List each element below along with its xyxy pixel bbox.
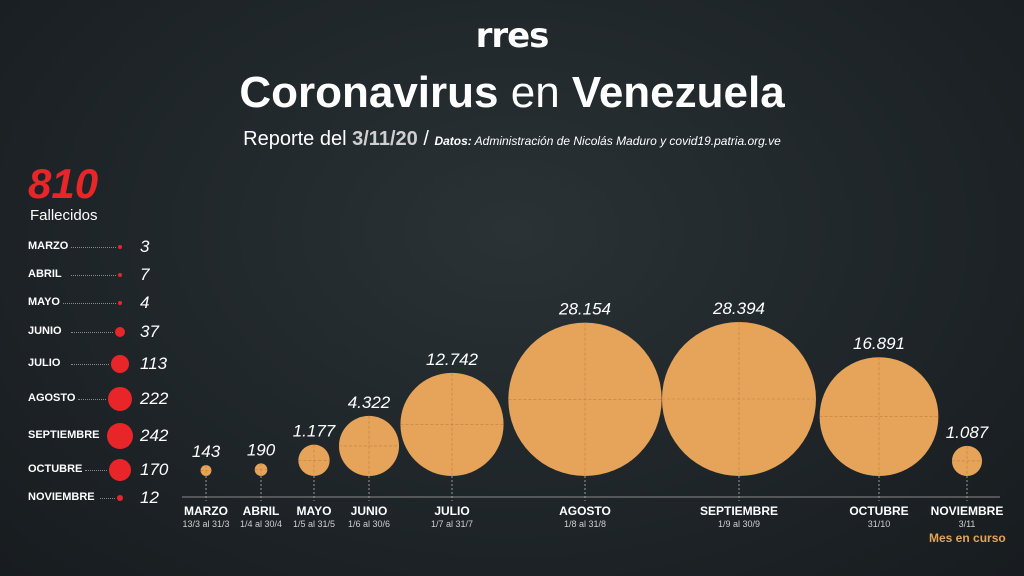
deaths-row-noviembre: NOVIEMBRE 12: [28, 488, 228, 508]
deaths-value: 12: [140, 488, 159, 507]
date-range-label: 31/10: [868, 519, 891, 529]
date-range-label: 3/11: [959, 519, 976, 529]
date-range-label: 1/4 al 30/4: [240, 519, 282, 529]
bubble-value-label: 190: [247, 440, 276, 459]
deaths-month-label: JUNIO: [28, 325, 62, 337]
deaths-row-junio: JUNIO 37: [28, 322, 228, 342]
date-range-label: 1/6 al 30/6: [348, 519, 390, 529]
bubble-value-label: 4.322: [348, 393, 391, 412]
deaths-month-label: MAYO: [28, 296, 60, 308]
month-tick-label: ABRIL: [243, 504, 280, 518]
deaths-month-label: JULIO: [28, 357, 61, 369]
bubble-value-label: 16.891: [853, 334, 905, 353]
deaths-dot: [111, 355, 129, 373]
date-range-label: 1/5 al 31/5: [293, 519, 335, 529]
deaths-row-agosto: AGOSTO 222: [28, 386, 228, 412]
deaths-dot: [109, 459, 131, 481]
source-label: Datos:: [434, 134, 472, 148]
deaths-row-marzo: MARZO 3: [28, 237, 228, 257]
bubble-value-label: 12.742: [426, 350, 479, 369]
report-subtitle: Reporte del 3/11/20 / Datos: Administrac…: [0, 128, 1024, 151]
month-tick-label: SEPTIEMBRE: [700, 504, 778, 518]
date-range-label: 13/3 al 31/3: [182, 519, 229, 529]
deaths-leader-line: [99, 498, 116, 499]
bubble-value-label: 28.394: [712, 299, 765, 318]
deaths-month-label: AGOSTO: [28, 392, 76, 404]
deaths-row-julio: JULIO 113: [28, 354, 228, 374]
deaths-dot: [117, 272, 123, 278]
report-date: 3/11/20: [352, 128, 418, 150]
month-tick-label: OCTUBRE: [849, 504, 908, 518]
title-venezuela: Venezuela: [571, 68, 785, 117]
month-tick-label: NOVIEMBRE: [931, 504, 1004, 518]
deaths-label: Fallecidos: [30, 207, 98, 224]
deaths-month-label: NOVIEMBRE: [28, 491, 95, 503]
deaths-dot: [107, 386, 133, 412]
deaths-row-mayo: MAYO 4: [28, 293, 228, 313]
deaths-dot: [114, 326, 126, 338]
deaths-leader-line: [85, 470, 108, 471]
source-text: Administración de Nicolás Maduro y covid…: [474, 134, 781, 148]
deaths-dot: [107, 423, 133, 449]
source-note: Datos: Administración de Nicolás Maduro …: [434, 134, 780, 148]
deaths-value: 7: [140, 265, 150, 284]
bubble-value-label: 143: [192, 442, 221, 461]
deaths-row-septiembre: SEPTIEMBRE 242: [28, 423, 228, 449]
deaths-value: 222: [140, 389, 169, 408]
date-range-label: 1/7 al 31/7: [431, 519, 473, 529]
title-coronavirus: Coronavirus: [239, 68, 499, 117]
rres-logo: rres: [475, 16, 550, 56]
bubble-octubre: [819, 357, 939, 476]
deaths-leader-line: [63, 303, 116, 304]
deaths-leader-line: [70, 247, 116, 248]
report-slash: /: [423, 128, 429, 150]
month-tick-label: AGOSTO: [559, 504, 611, 518]
deaths-value: 242: [140, 426, 169, 445]
bubble-value-label: 1.177: [293, 422, 336, 441]
deaths-total: 810: [28, 160, 99, 207]
page-title: Coronavirus en Venezuela: [0, 68, 1024, 118]
deaths-leader-line: [70, 275, 116, 276]
report-prefix: Reporte del: [243, 128, 347, 150]
deaths-month-label: SEPTIEMBRE: [28, 429, 100, 441]
deaths-value: 170: [140, 460, 169, 479]
deaths-month-label: OCTUBRE: [28, 463, 83, 475]
deaths-dot: [117, 495, 123, 501]
bubble-value-label: 28.154: [558, 300, 611, 319]
deaths-value: 3: [140, 237, 150, 256]
month-tick-label: JUNIO: [351, 504, 388, 518]
date-range-label: 1/9 al 30/9: [718, 519, 760, 529]
deaths-month-label: MARZO: [28, 240, 69, 252]
deaths-row-abril: ABRIL 7: [28, 265, 228, 285]
deaths-value: 113: [140, 354, 168, 373]
deaths-dot: [118, 245, 122, 249]
deaths-leader-line: [70, 332, 113, 333]
deaths-value: 4: [140, 293, 150, 312]
deaths-row-octubre: OCTUBRE 170: [28, 459, 228, 481]
deaths-leader-line: [77, 399, 106, 400]
title-en: en: [510, 68, 560, 117]
month-tick-label: JULIO: [434, 504, 469, 518]
deaths-leader-line: [70, 364, 110, 365]
bubble-value-label: 1.087: [946, 423, 989, 442]
deaths-value: 37: [140, 322, 159, 341]
date-range-label: 1/8 al 31/8: [564, 519, 606, 529]
month-tick-label: MARZO: [184, 504, 228, 518]
current-month-note: Mes en curso: [929, 531, 1006, 545]
month-tick-label: MAYO: [297, 504, 332, 518]
deaths-month-label: ABRIL: [28, 268, 62, 280]
deaths-dot: [118, 301, 122, 305]
